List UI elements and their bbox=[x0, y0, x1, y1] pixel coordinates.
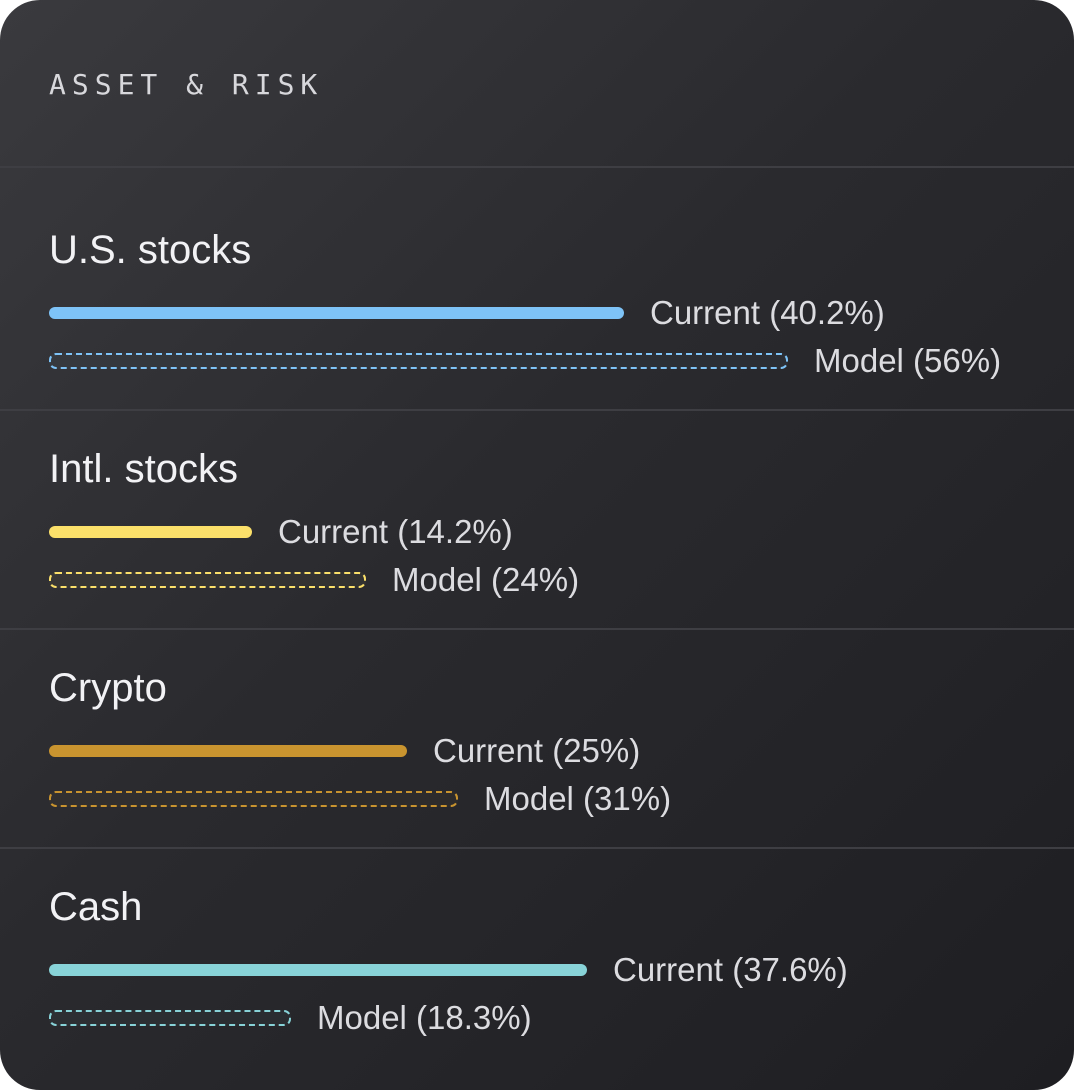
row-divider bbox=[0, 409, 1074, 411]
row-divider bbox=[0, 628, 1074, 630]
current-allocation-bar bbox=[49, 964, 587, 976]
allocation-row-intl-stocks: Intl. stocks Current (14.2%) Model (24%) bbox=[0, 445, 1074, 664]
model-allocation-label: Model (18.3%) bbox=[317, 999, 532, 1036]
current-allocation-label: Current (14.2%) bbox=[278, 513, 513, 550]
model-allocation-bar bbox=[49, 353, 788, 369]
model-bar-line: Model (24%) bbox=[49, 561, 579, 598]
model-bar-line: Model (18.3%) bbox=[49, 999, 532, 1036]
allocation-row-title: Crypto bbox=[49, 666, 167, 710]
current-bar-line: Current (37.6%) bbox=[49, 951, 848, 988]
model-allocation-bar bbox=[49, 791, 458, 807]
model-bar-line: Model (56%) bbox=[49, 342, 1001, 379]
allocation-row-us-stocks: U.S. stocks Current (40.2%) Model (56%) bbox=[0, 226, 1074, 445]
current-allocation-label: Current (25%) bbox=[433, 732, 641, 769]
model-allocation-label: Model (31%) bbox=[484, 780, 672, 817]
model-allocation-label: Model (24%) bbox=[392, 561, 580, 598]
row-divider bbox=[0, 847, 1074, 849]
allocation-row-title: U.S. stocks bbox=[49, 228, 252, 272]
allocation-row-cash: Cash Current (37.6%) Model (18.3%) bbox=[0, 883, 1074, 1090]
model-bar-line: Model (31%) bbox=[49, 780, 671, 817]
model-allocation-bar bbox=[49, 572, 366, 588]
current-allocation-bar bbox=[49, 307, 624, 319]
current-bar-line: Current (25%) bbox=[49, 732, 640, 769]
current-allocation-label: Current (40.2%) bbox=[650, 294, 885, 331]
current-allocation-bar bbox=[49, 526, 252, 538]
current-bar-line: Current (40.2%) bbox=[49, 294, 885, 331]
current-bar-line: Current (14.2%) bbox=[49, 513, 513, 550]
header-divider bbox=[0, 166, 1074, 168]
card-header-title: ASSET & RISK bbox=[49, 68, 324, 101]
current-allocation-label: Current (37.6%) bbox=[613, 951, 848, 988]
allocation-row-crypto: Crypto Current (25%) Model (31%) bbox=[0, 664, 1074, 883]
allocation-row-title: Cash bbox=[49, 885, 143, 929]
allocation-row-title: Intl. stocks bbox=[49, 447, 238, 491]
model-allocation-bar bbox=[49, 1010, 291, 1026]
current-allocation-bar bbox=[49, 745, 407, 757]
model-allocation-label: Model (56%) bbox=[814, 342, 1002, 379]
